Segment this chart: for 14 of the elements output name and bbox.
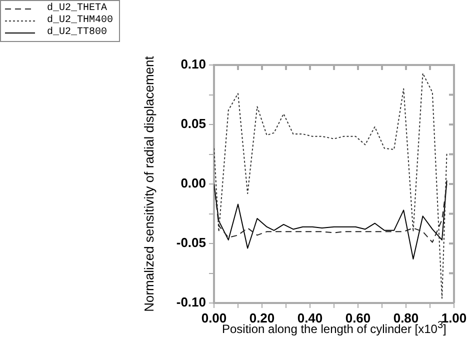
- x-tick-label: 0.20: [249, 310, 275, 326]
- y-tick-label: 0.10: [180, 56, 206, 72]
- legend-label: d_U2_TT800: [47, 27, 108, 39]
- y-tick-label: -0.05: [176, 235, 206, 250]
- x-tick-label: 0.80: [393, 310, 419, 326]
- x-tick-label: 0.00: [201, 310, 227, 326]
- y-axis-title: Normalized sensitivity of radial displacement: [141, 56, 156, 312]
- x-tick-label: 0.40: [297, 310, 323, 326]
- legend-label: d_U2_THM400: [47, 15, 114, 26]
- y-tick-label: 0.05: [180, 116, 206, 132]
- x-tick-label: 1.00: [441, 310, 467, 326]
- y-tick-label: -0.10: [176, 294, 206, 310]
- legend-label: d_U2_THETA: [47, 3, 108, 14]
- y-tick-label: 0.00: [180, 176, 206, 191]
